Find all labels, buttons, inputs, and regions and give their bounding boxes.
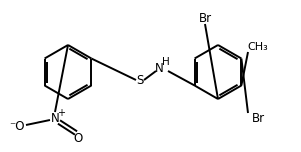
Text: S: S bbox=[136, 74, 144, 86]
Text: H: H bbox=[162, 57, 170, 67]
Text: +: + bbox=[57, 108, 65, 118]
Text: Br: Br bbox=[251, 112, 265, 124]
Text: N: N bbox=[51, 112, 59, 124]
Text: Br: Br bbox=[198, 12, 212, 24]
Text: CH₃: CH₃ bbox=[248, 42, 268, 52]
Text: O: O bbox=[73, 133, 83, 145]
Text: N: N bbox=[155, 62, 163, 74]
Text: ⁻O: ⁻O bbox=[9, 119, 25, 133]
